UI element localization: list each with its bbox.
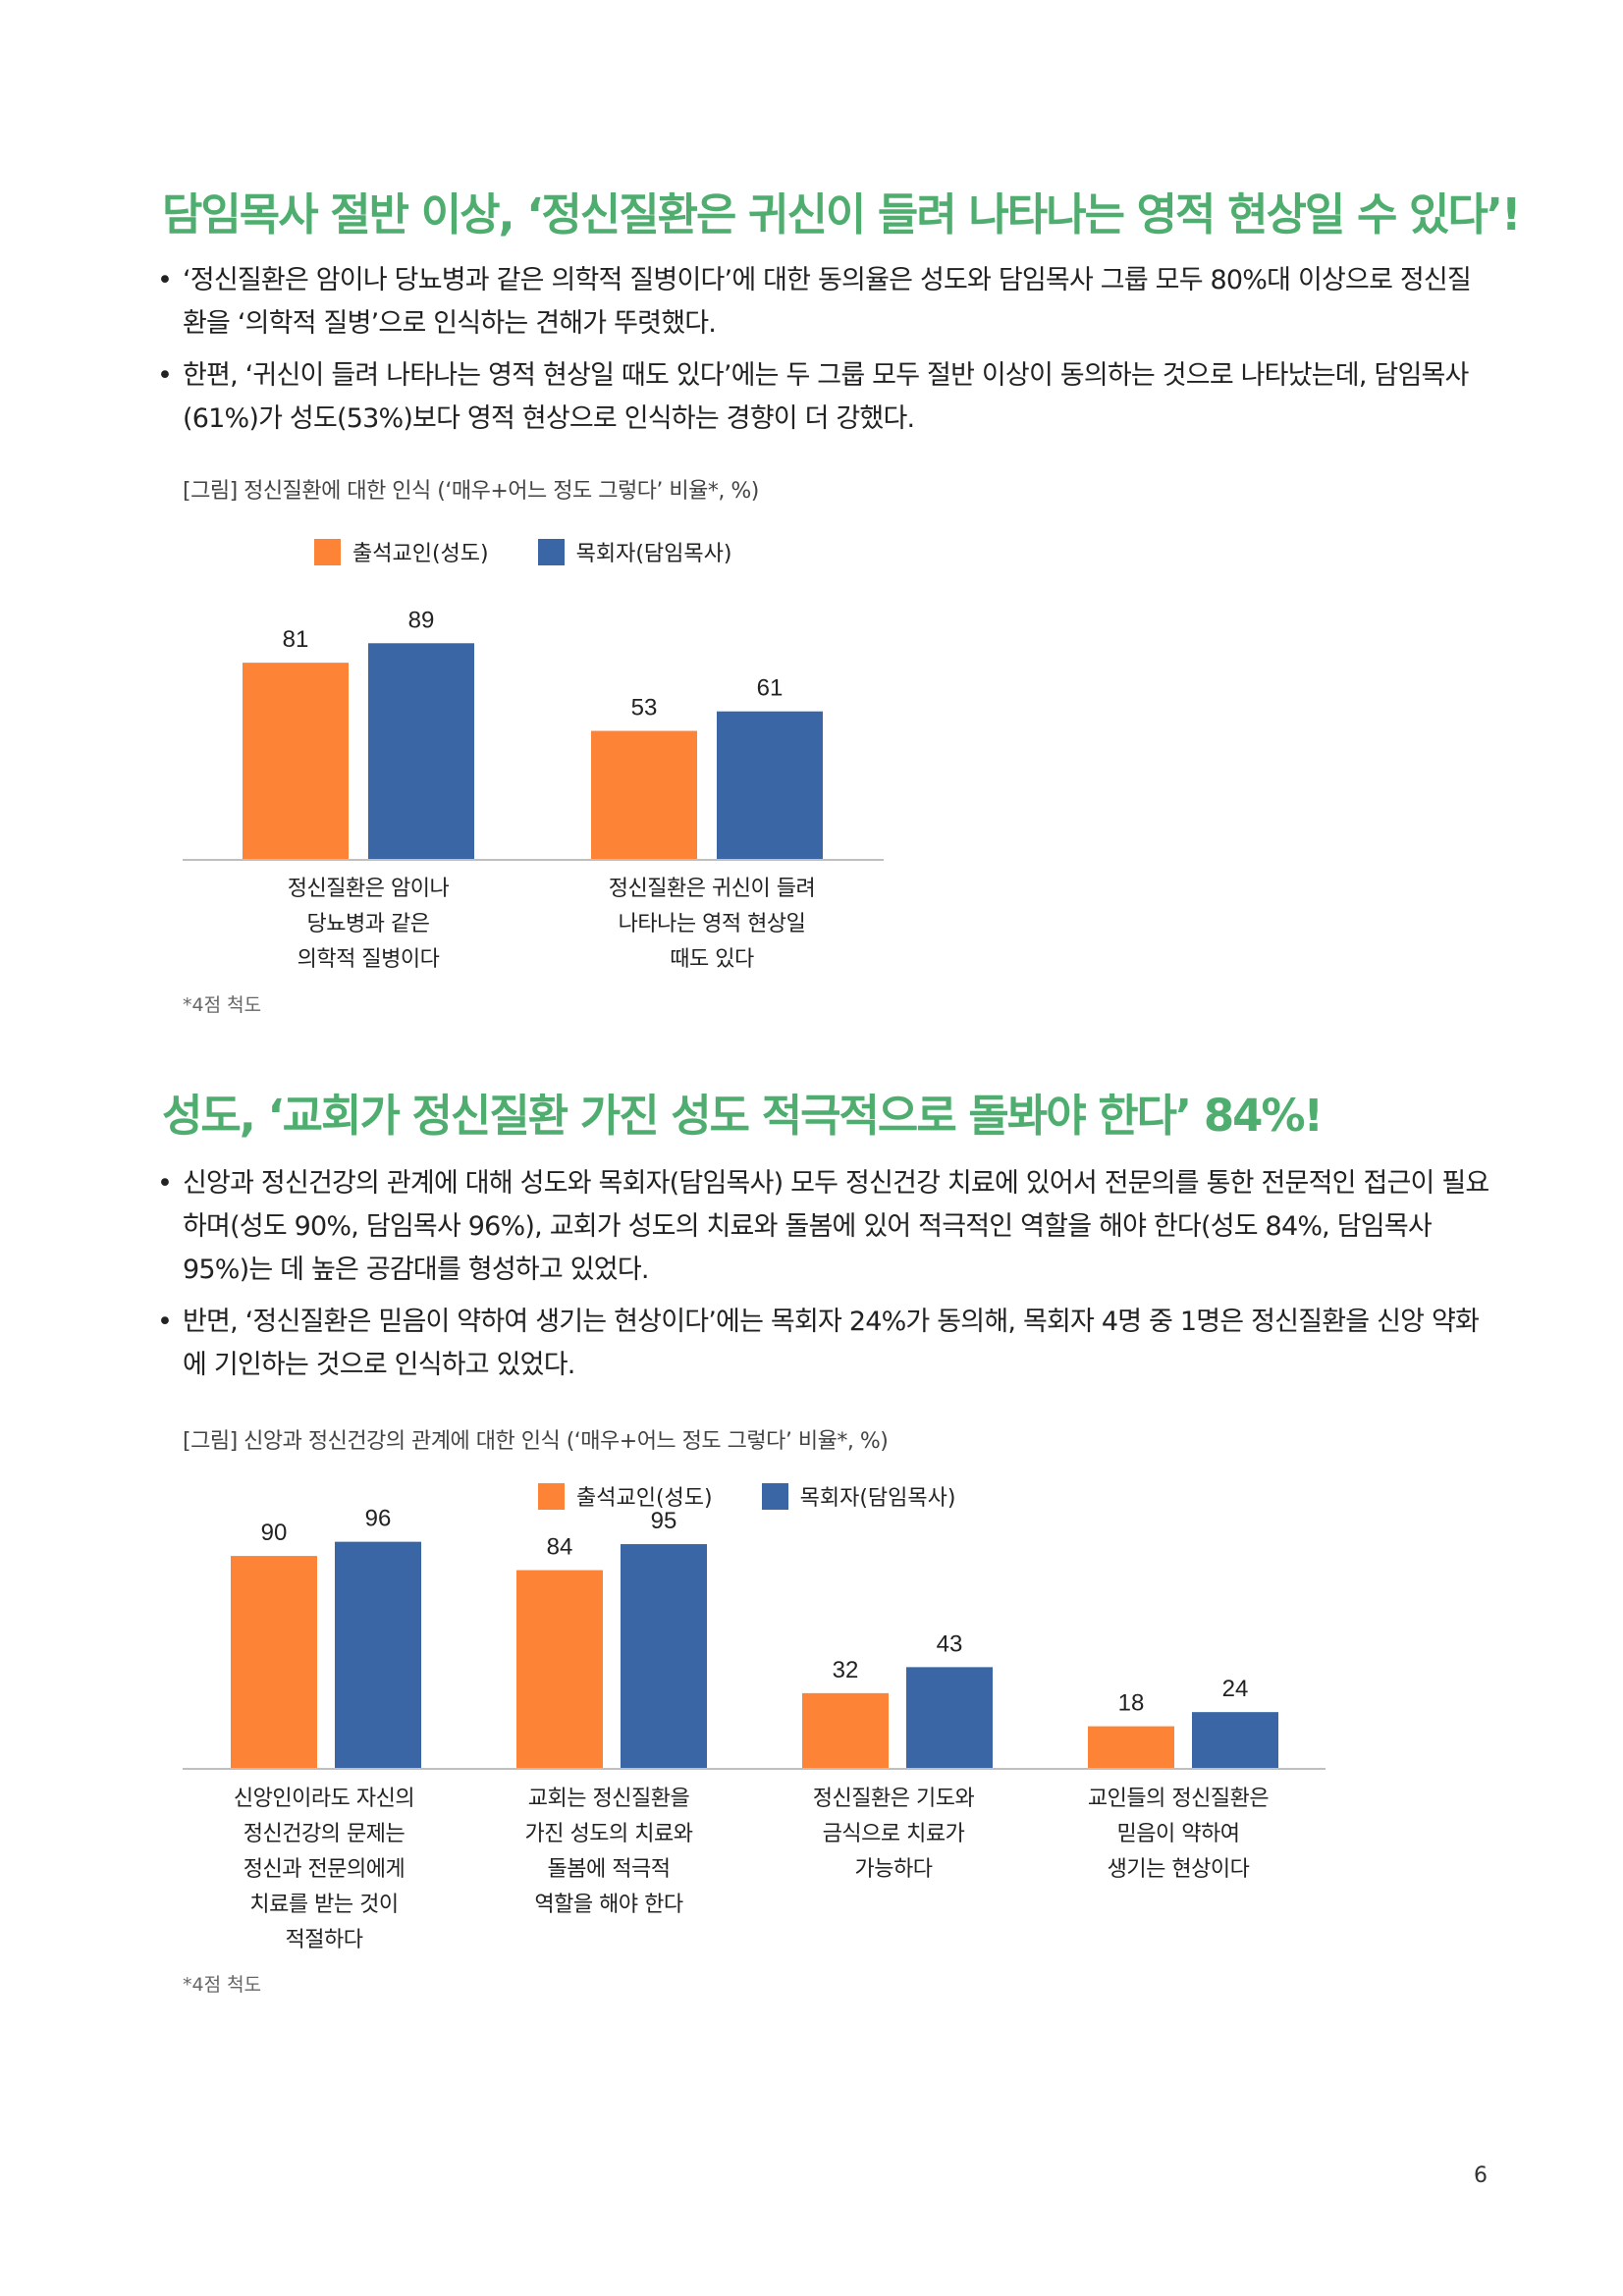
bullet-item: 반면, ‘정신질환은 믿음이 약하여 생기는 현상이다’에는 목회자 24%가 … — [157, 1301, 1492, 1387]
bar-series2 — [906, 1667, 993, 1769]
data-label-series2: 96 — [365, 1506, 392, 1532]
bullet-item: ‘정신질환은 암이나 당뇨병과 같은 의학적 질병이다’에 대한 동의율은 성도… — [157, 259, 1492, 346]
bar-series1 — [231, 1556, 317, 1769]
chart1-note: *4점 척도 — [183, 994, 262, 1016]
data-label-series1: 90 — [261, 1520, 288, 1546]
chart1-category-label: 정신질환은 암이나 당뇨병과 같은 의학적 질병이다 — [287, 877, 450, 972]
data-label-series2: 43 — [937, 1630, 963, 1657]
chart2-category-label: 신앙인이라도 자신의 정신건강의 문제는 정신과 전문의에게 치료를 받는 것이 적절하… — [233, 1787, 415, 1952]
data-label-series1: 53 — [631, 695, 658, 721]
data-label-series2: 24 — [1222, 1676, 1249, 1702]
legend-label-series1: 출석교인(성도) — [352, 542, 489, 566]
section2-title: 성도, ‘교회가 정신질환 가진 성도 적극적으로 돌봐야 한다’ 84%! — [162, 1090, 1324, 1142]
data-label-series2: 95 — [651, 1508, 677, 1534]
legend-swatch-series2 — [761, 1482, 788, 1510]
chart2-note: *4점 척도 — [183, 1974, 262, 1996]
data-label-series2: 61 — [757, 675, 784, 702]
data-label-series1: 18 — [1118, 1690, 1145, 1717]
bar-series2 — [368, 643, 474, 860]
chart2-category-label: 교회는 정신질환을 가진 성도의 치료와 돌봄에 적극적 역할을 해야 한다 — [524, 1787, 693, 1917]
bar-series1 — [516, 1570, 603, 1769]
chart1-legend: 출석교인(성도) 목회자(담임목사) — [314, 536, 781, 567]
legend-swatch-series1 — [538, 1482, 565, 1510]
data-label-series1: 81 — [283, 626, 309, 653]
bar-series2 — [621, 1544, 707, 1769]
chart2-caption: [그림] 신앙과 정신건강의 관계에 대한 인식 (‘매우+어느 정도 그렇다’… — [183, 1429, 889, 1454]
bar-series2 — [335, 1541, 421, 1769]
chart1-caption: [그림] 정신질환에 대한 인식 (‘매우+어느 정도 그렇다’ 비율*, %) — [183, 479, 759, 504]
data-label-series1: 32 — [833, 1657, 859, 1683]
legend-item-series2: 목회자(담임목사) — [537, 536, 732, 567]
section2-bullets: 신앙과 정신건강의 관계에 대해 성도와 목회자(담임목사) 모두 정신건강 치… — [157, 1162, 1492, 1396]
section1-title: 담임목사 절반 이상, ‘정신질환은 귀신이 들려 나타나는 영적 현상일 수 … — [162, 188, 1521, 240]
legend-item-series1: 출석교인(성도) — [314, 536, 489, 567]
bar-series1 — [1088, 1726, 1174, 1769]
chart2-legend: 출석교인(성도) 목회자(담임목사) — [538, 1480, 1004, 1512]
data-label-series2: 89 — [408, 607, 435, 633]
bullet-item: 신앙과 정신건강의 관계에 대해 성도와 목회자(담임목사) 모두 정신건강 치… — [157, 1162, 1492, 1292]
bar-series1 — [802, 1692, 889, 1769]
section1-bullets: ‘정신질환은 암이나 당뇨병과 같은 의학적 질병이다’에 대한 동의율은 성도… — [157, 259, 1492, 450]
bar-series2 — [717, 711, 823, 860]
chart1-bar-chart: 81 89 53 61 — [183, 607, 884, 861]
legend-swatch-series2 — [537, 538, 565, 565]
legend-label-series2: 목회자(담임목사) — [799, 1486, 956, 1511]
legend-item-series2: 목회자(담임목사) — [761, 1480, 956, 1512]
chart2-bar-chart: 90 96 84 95 32 43 18 24 — [183, 1506, 1325, 1770]
bullet-item: 한편, ‘귀신이 들려 나타나는 영적 현상일 때도 있다’에는 두 그룹 모두… — [157, 354, 1492, 441]
data-label-series1: 84 — [547, 1534, 573, 1561]
bar-series2 — [1192, 1712, 1278, 1769]
legend-label-series1: 출석교인(성도) — [576, 1486, 713, 1511]
legend-swatch-series1 — [314, 538, 341, 565]
page-number: 6 — [1474, 2163, 1488, 2188]
chart2-category-label: 교인들의 정신질환은 믿음이 약하여 생기는 현상이다 — [1087, 1787, 1270, 1882]
chart2-category-label: 정신질환은 기도와 금식으로 치료가 가능하다 — [812, 1787, 975, 1882]
chart1-category-label: 정신질환은 귀신이 들려 나타나는 영적 현상일 때도 있다 — [608, 877, 816, 972]
legend-label-series2: 목회자(담임목사) — [575, 542, 732, 566]
bar-series1 — [591, 730, 697, 860]
legend-item-series1: 출석교인(성도) — [538, 1480, 713, 1512]
bar-series1 — [243, 663, 349, 860]
